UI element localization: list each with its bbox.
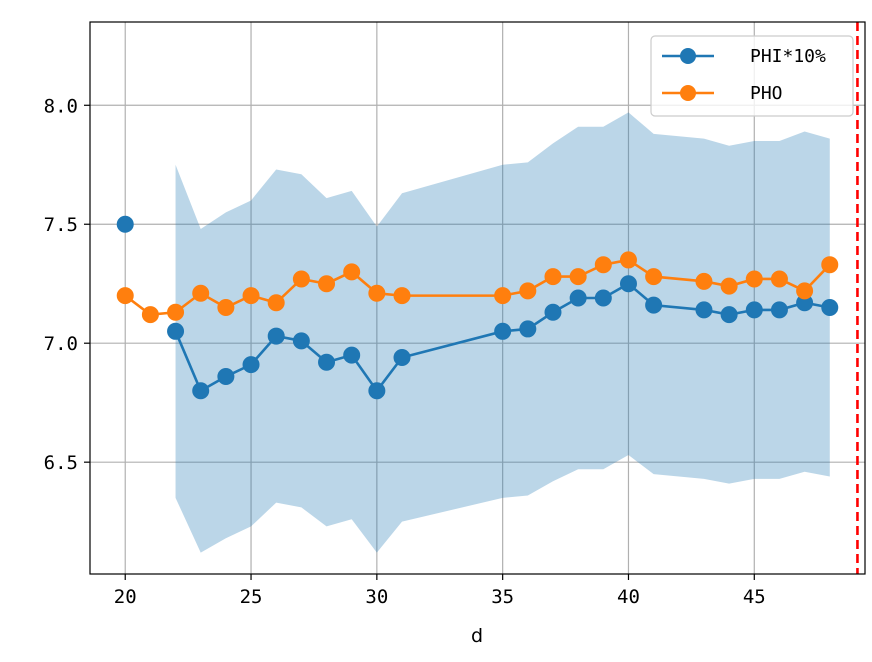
series-1-point-21	[745, 270, 763, 288]
series-1-point-4	[217, 299, 235, 317]
series-1-point-16	[594, 256, 612, 274]
series-0-point-19	[720, 306, 738, 324]
series-1-point-24	[821, 256, 839, 274]
series-1-point-15	[569, 268, 587, 286]
series-0-point-16	[619, 275, 637, 293]
legend-label-1: PHO	[750, 83, 783, 104]
series-0-point-9	[368, 382, 386, 400]
series-0-point-4	[242, 356, 260, 374]
series-1-point-6	[267, 294, 285, 312]
series-0-point-20	[745, 301, 763, 319]
series-1-point-13	[519, 282, 537, 300]
series-1-point-9	[343, 263, 361, 281]
series-0-point-6	[292, 332, 310, 350]
series-1-point-17	[619, 251, 637, 269]
series-0-point-23	[821, 299, 839, 317]
series-0-point-1	[167, 322, 185, 340]
y-tick-label-1: 7.0	[44, 333, 78, 355]
series-1-point-23	[796, 282, 814, 300]
series-1-point-20	[720, 277, 738, 295]
legend-marker-0	[680, 48, 696, 64]
series-0-point-11	[494, 322, 512, 340]
y-axis-ticks: 6.5 7.0 7.5 8.0	[44, 95, 90, 474]
series-0-point-15	[594, 289, 612, 307]
series-0-point-5	[267, 327, 285, 345]
series-1-point-18	[645, 268, 663, 286]
series-1-point-5	[242, 287, 260, 305]
y-tick-label-0: 6.5	[44, 452, 78, 474]
series-0-point-21	[770, 301, 788, 319]
x-axis-ticks: 20 25 30 35 40 45	[114, 574, 766, 608]
series-1-point-1	[141, 306, 159, 324]
x-tick-label-2: 30	[365, 586, 388, 608]
series-0-point-17	[645, 296, 663, 314]
series-1-point-10	[368, 284, 386, 302]
series-0-point-8	[343, 346, 361, 364]
series-0-point-18	[695, 301, 713, 319]
series-1-point-8	[318, 275, 336, 293]
series-1-point-7	[292, 270, 310, 288]
x-tick-label-1: 25	[240, 586, 263, 608]
series-0-point-10	[393, 348, 411, 366]
x-tick-label-5: 45	[743, 586, 766, 608]
legend: PHI*10% PHO	[650, 35, 854, 117]
series-0	[116, 215, 839, 400]
series-0-point-12	[519, 320, 537, 338]
legend-marker-1	[680, 85, 696, 101]
plot-frame	[89, 21, 866, 575]
x-tick-label-4: 40	[617, 586, 640, 608]
series-0-point-0	[116, 215, 134, 233]
y-tick-label-2: 7.5	[44, 214, 78, 236]
series-layer	[116, 215, 839, 400]
series-1	[116, 251, 839, 324]
y-tick-label-3: 8.0	[44, 95, 78, 117]
series-1-point-0	[116, 287, 134, 305]
x-tick-label-0: 20	[114, 586, 137, 608]
x-tick-label-3: 35	[491, 586, 514, 608]
series-0-point-7	[318, 353, 336, 371]
series-0-point-14	[569, 289, 587, 307]
series-0-point-2	[192, 382, 210, 400]
series-0-point-13	[544, 303, 562, 321]
series-1-point-12	[494, 287, 512, 305]
legend-label-0: PHI*10%	[750, 46, 826, 67]
series-1-point-14	[544, 268, 562, 286]
series-1-point-19	[695, 272, 713, 290]
x-axis-label: d	[471, 625, 483, 647]
series-1-point-22	[770, 270, 788, 288]
series-1-point-2	[167, 303, 185, 321]
series-0-point-3	[217, 368, 235, 386]
series-1-point-3	[192, 284, 210, 302]
series-1-point-11	[393, 287, 411, 305]
